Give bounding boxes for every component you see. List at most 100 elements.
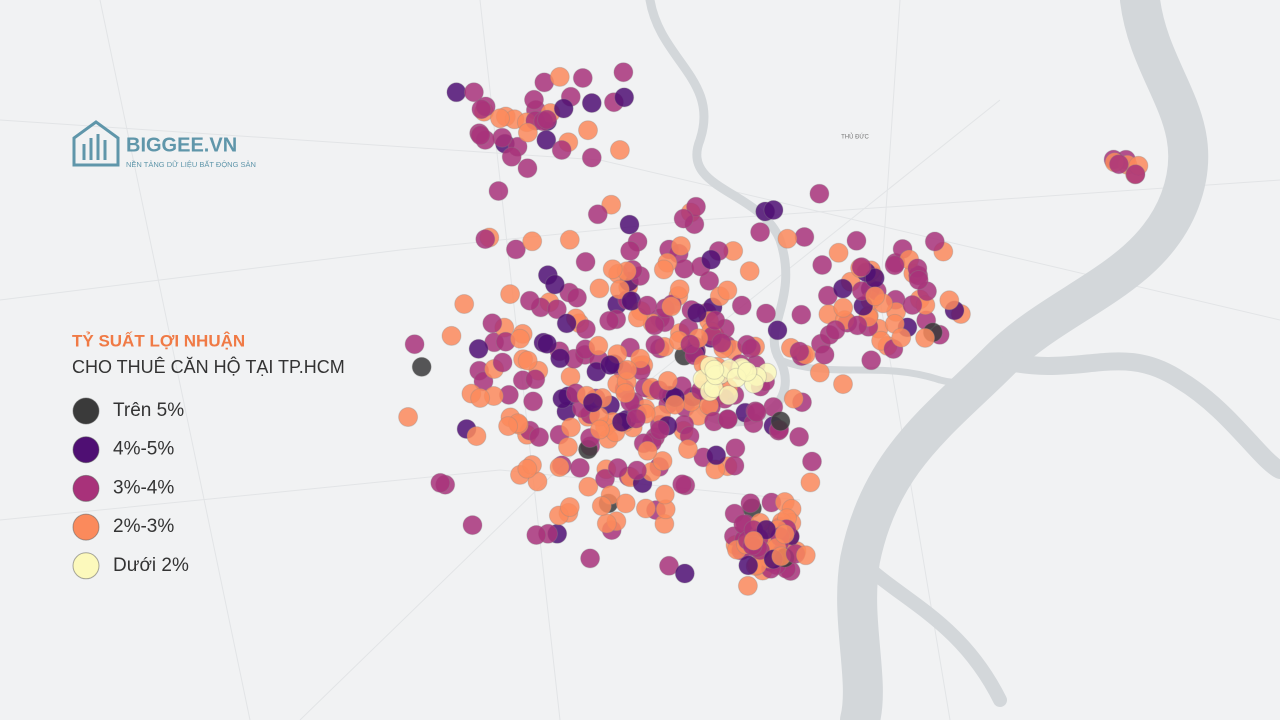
property-dot	[809, 183, 830, 204]
property-dot	[398, 407, 419, 427]
property-dot	[559, 229, 580, 250]
property-dot	[529, 427, 550, 448]
property-dot	[560, 417, 581, 438]
property-dot	[607, 458, 628, 478]
property-dot	[536, 130, 557, 150]
property-dot	[674, 563, 695, 584]
map-label: THỦ ĐỨC	[841, 134, 869, 141]
property-dot	[763, 200, 784, 220]
property-dot	[537, 109, 557, 130]
property-dot	[657, 370, 678, 391]
property-dot	[783, 388, 804, 409]
property-dot	[582, 392, 603, 413]
property-dot	[549, 457, 570, 478]
property-dot	[686, 196, 706, 217]
property-dot	[575, 251, 596, 272]
property-dot	[750, 222, 771, 243]
property-dot	[404, 334, 425, 355]
property-dot	[680, 334, 701, 355]
property-dot	[526, 525, 547, 545]
brand-name: BIGGEE.VN	[126, 134, 237, 156]
property-dot	[501, 146, 522, 167]
property-dot	[833, 374, 853, 395]
property-dot	[704, 359, 725, 380]
property-dot	[661, 296, 682, 317]
property-dot	[614, 87, 635, 108]
property-dot	[678, 439, 698, 460]
property-dot	[669, 279, 690, 300]
property-dot	[411, 356, 432, 377]
property-dot	[939, 290, 960, 311]
legend-label: 4%-5%	[113, 439, 174, 460]
logo: BIGGEE.VN NỀN TẢNG DỮ LIỆU BẤT ĐỘNG SẢN	[72, 120, 256, 169]
property-dot	[846, 230, 867, 251]
property-dot	[475, 229, 496, 250]
property-dot	[644, 315, 665, 336]
property-dot	[615, 493, 636, 514]
property-dot	[789, 426, 810, 447]
property-dot	[699, 270, 720, 291]
dot-layer	[398, 62, 1149, 596]
property-dot	[446, 82, 467, 103]
legend-label: 3%-4%	[113, 477, 174, 498]
property-dot	[645, 334, 666, 355]
brand-tagline: NỀN TẢNG DỮ LIỆU BẤT ĐỘNG SẢN	[126, 159, 256, 169]
property-dot	[902, 295, 923, 315]
property-dot	[549, 66, 570, 87]
property-dot	[581, 147, 602, 168]
property-dot	[470, 125, 491, 146]
property-dot	[517, 458, 538, 479]
property-dot	[800, 472, 821, 493]
property-dot	[924, 231, 945, 252]
property-dot	[522, 231, 543, 252]
property-dot	[620, 240, 641, 261]
property-dot	[454, 294, 475, 314]
property-dot	[556, 313, 577, 334]
property-dot	[492, 352, 513, 373]
property-dot	[686, 302, 707, 323]
property-dot	[711, 332, 732, 353]
property-dot	[546, 299, 567, 320]
property-dot	[482, 313, 503, 334]
property-dot	[587, 204, 608, 225]
subtitle: CHO THUÊ CĂN HỘ TẠI TP.HCM	[72, 356, 345, 377]
logo-bars	[82, 134, 107, 160]
property-dot	[794, 227, 815, 247]
property-dot	[601, 194, 622, 215]
property-dot	[524, 89, 544, 110]
property-dot	[746, 402, 767, 423]
property-dot	[891, 327, 912, 348]
property-dot	[767, 320, 788, 341]
property-dot	[653, 259, 674, 280]
property-dot	[635, 498, 656, 519]
property-dot	[596, 513, 617, 534]
legend-swatch	[72, 474, 100, 502]
property-dot	[468, 338, 489, 359]
property-dot	[498, 416, 519, 437]
property-dot	[915, 327, 936, 348]
property-dot	[770, 411, 791, 432]
property-dot	[505, 239, 526, 260]
legend-swatch	[72, 436, 100, 464]
property-dot	[718, 385, 739, 406]
property-dot	[731, 295, 752, 316]
property-dot	[756, 303, 776, 324]
property-dot	[674, 258, 695, 279]
property-dot	[825, 320, 846, 340]
legend-swatch	[72, 397, 100, 425]
property-dot	[701, 249, 722, 270]
property-dot	[654, 484, 675, 505]
property-dot	[833, 297, 854, 318]
property-dot	[756, 519, 777, 540]
property-dot	[589, 419, 610, 440]
property-dot	[553, 98, 574, 119]
property-dot	[672, 474, 693, 495]
property-dot	[559, 497, 580, 517]
property-dot	[519, 290, 540, 311]
property-dot	[600, 355, 620, 375]
property-dot	[591, 496, 612, 516]
legend-label: Dưới 2%	[113, 555, 189, 576]
property-dot	[517, 350, 538, 371]
property-dot	[814, 344, 835, 365]
